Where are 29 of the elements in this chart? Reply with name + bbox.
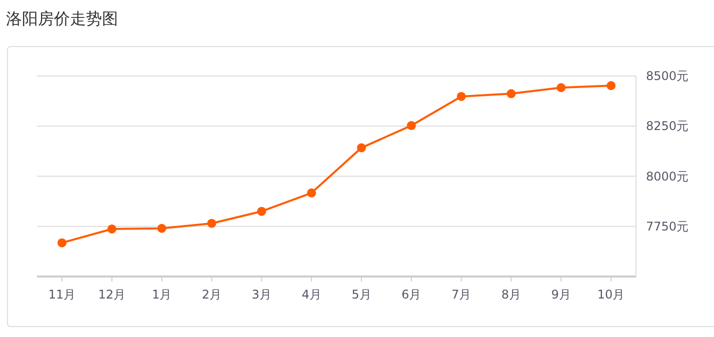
- x-tick-label: 4月: [302, 288, 322, 302]
- point: [157, 224, 166, 233]
- x-tick-label: 5月: [352, 288, 372, 302]
- point: [506, 89, 516, 98]
- point: [57, 238, 66, 248]
- x-tick-label: 9月: [551, 288, 571, 302]
- point: [406, 121, 416, 130]
- x-tick-label: 7月: [451, 288, 472, 302]
- x-tick-label: 10月: [597, 288, 625, 302]
- point: [456, 92, 466, 101]
- y-tick-label: 8500元: [646, 69, 689, 83]
- x-tick-label: 3月: [252, 288, 272, 302]
- point: [356, 143, 366, 152]
- x-tick-label: 11月: [48, 288, 76, 302]
- point: [257, 206, 266, 216]
- x-tick-label: 8月: [501, 288, 522, 302]
- x-tick-label: 12月: [98, 288, 126, 302]
- point: [606, 81, 616, 90]
- x-tick-label: 6月: [402, 288, 422, 302]
- y-tick-label: 7750元: [646, 219, 689, 234]
- x-tick-label: 1月: [152, 288, 172, 302]
- title: 洛阳房价走势图: [6, 9, 118, 28]
- point: [107, 224, 116, 234]
- point: [307, 188, 316, 198]
- y-tick-label: 8250元: [646, 119, 689, 134]
- x-tick-label: 2月: [202, 288, 222, 302]
- point: [556, 83, 566, 92]
- y-tick-label: 8000元: [646, 169, 689, 184]
- point: [207, 218, 216, 228]
